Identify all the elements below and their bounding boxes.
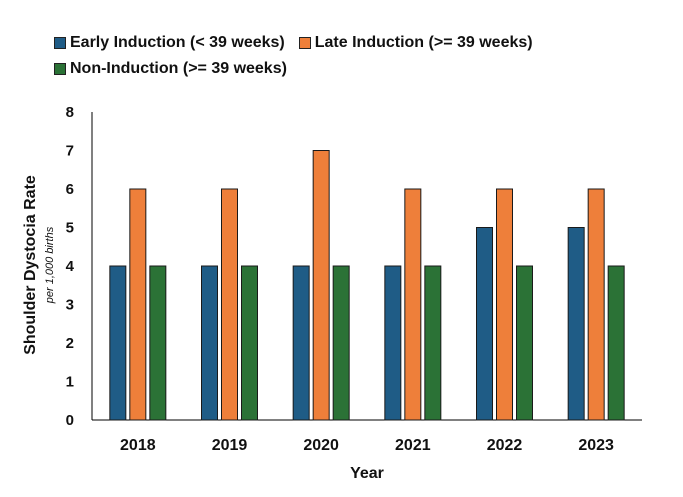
y-tick-label: 8 (66, 104, 74, 121)
bar-2019-series-2 (221, 188, 238, 421)
legend-row-1: Early Induction (< 39 weeks) Late Induct… (54, 30, 664, 56)
y-tick-label: 7 (66, 143, 74, 160)
x-tick-label: 2019 (212, 437, 248, 454)
bar-2021-series-3 (424, 265, 442, 421)
legend-label-late-induction: Late Induction (>= 39 weeks) (314, 34, 533, 51)
y-tick-label: 6 (66, 181, 74, 198)
bar-2022-series-1 (476, 227, 493, 421)
bar-2022-series-3 (516, 265, 533, 421)
x-tick-label: 2020 (303, 437, 339, 454)
legend-item-late-induction: Late Induction (>= 39 weeks) (298, 34, 533, 52)
legend: Early Induction (< 39 weeks) Late Induct… (54, 30, 664, 82)
legend-swatch-early-induction (54, 37, 66, 49)
bar-2021-series-2 (404, 188, 422, 421)
legend-label-early-induction: Early Induction (< 39 weeks) (70, 34, 285, 51)
legend-swatch-non-induction (54, 63, 66, 75)
y-tick-label: 4 (66, 258, 75, 275)
y-tick-label: 1 (66, 374, 74, 391)
bar-2020-series-1 (292, 265, 310, 421)
bar-2020-series-2 (312, 150, 330, 421)
legend-item-early-induction: Early Induction (< 39 weeks) (54, 34, 285, 52)
y-tick-label: 2 (66, 335, 74, 352)
x-tick-label: 2023 (578, 437, 614, 454)
bar-2021-series-1 (384, 265, 402, 421)
x-tick-label: 2022 (487, 437, 523, 454)
bar-2018-series-2 (129, 188, 147, 421)
y-tick-label: 5 (66, 220, 74, 237)
x-axis-title: Year (350, 465, 384, 482)
bar-2020-series-3 (332, 265, 350, 421)
x-tick-label: 2021 (395, 437, 431, 454)
x-tick-label: 2018 (120, 437, 156, 454)
legend-row-2: Non-Induction (>= 39 weeks) (54, 56, 664, 82)
bar-2019-series-3 (241, 265, 258, 421)
bar-2018-series-3 (149, 265, 167, 421)
bar-2023-series-3 (607, 265, 625, 421)
bar-2018-series-1 (109, 265, 127, 421)
bar-2019-series-1 (201, 265, 218, 421)
y-tick-label: 3 (66, 297, 74, 314)
y-tick-label: 0 (66, 412, 74, 429)
bar-2023-series-1 (567, 227, 585, 421)
bar-2022-series-2 (496, 188, 513, 421)
legend-label-non-induction: Non-Induction (>= 39 weeks) (70, 60, 287, 77)
bar-2023-series-2 (587, 188, 605, 421)
legend-swatch-late-induction (298, 37, 311, 49)
legend-item-non-induction: Non-Induction (>= 39 weeks) (54, 60, 287, 78)
